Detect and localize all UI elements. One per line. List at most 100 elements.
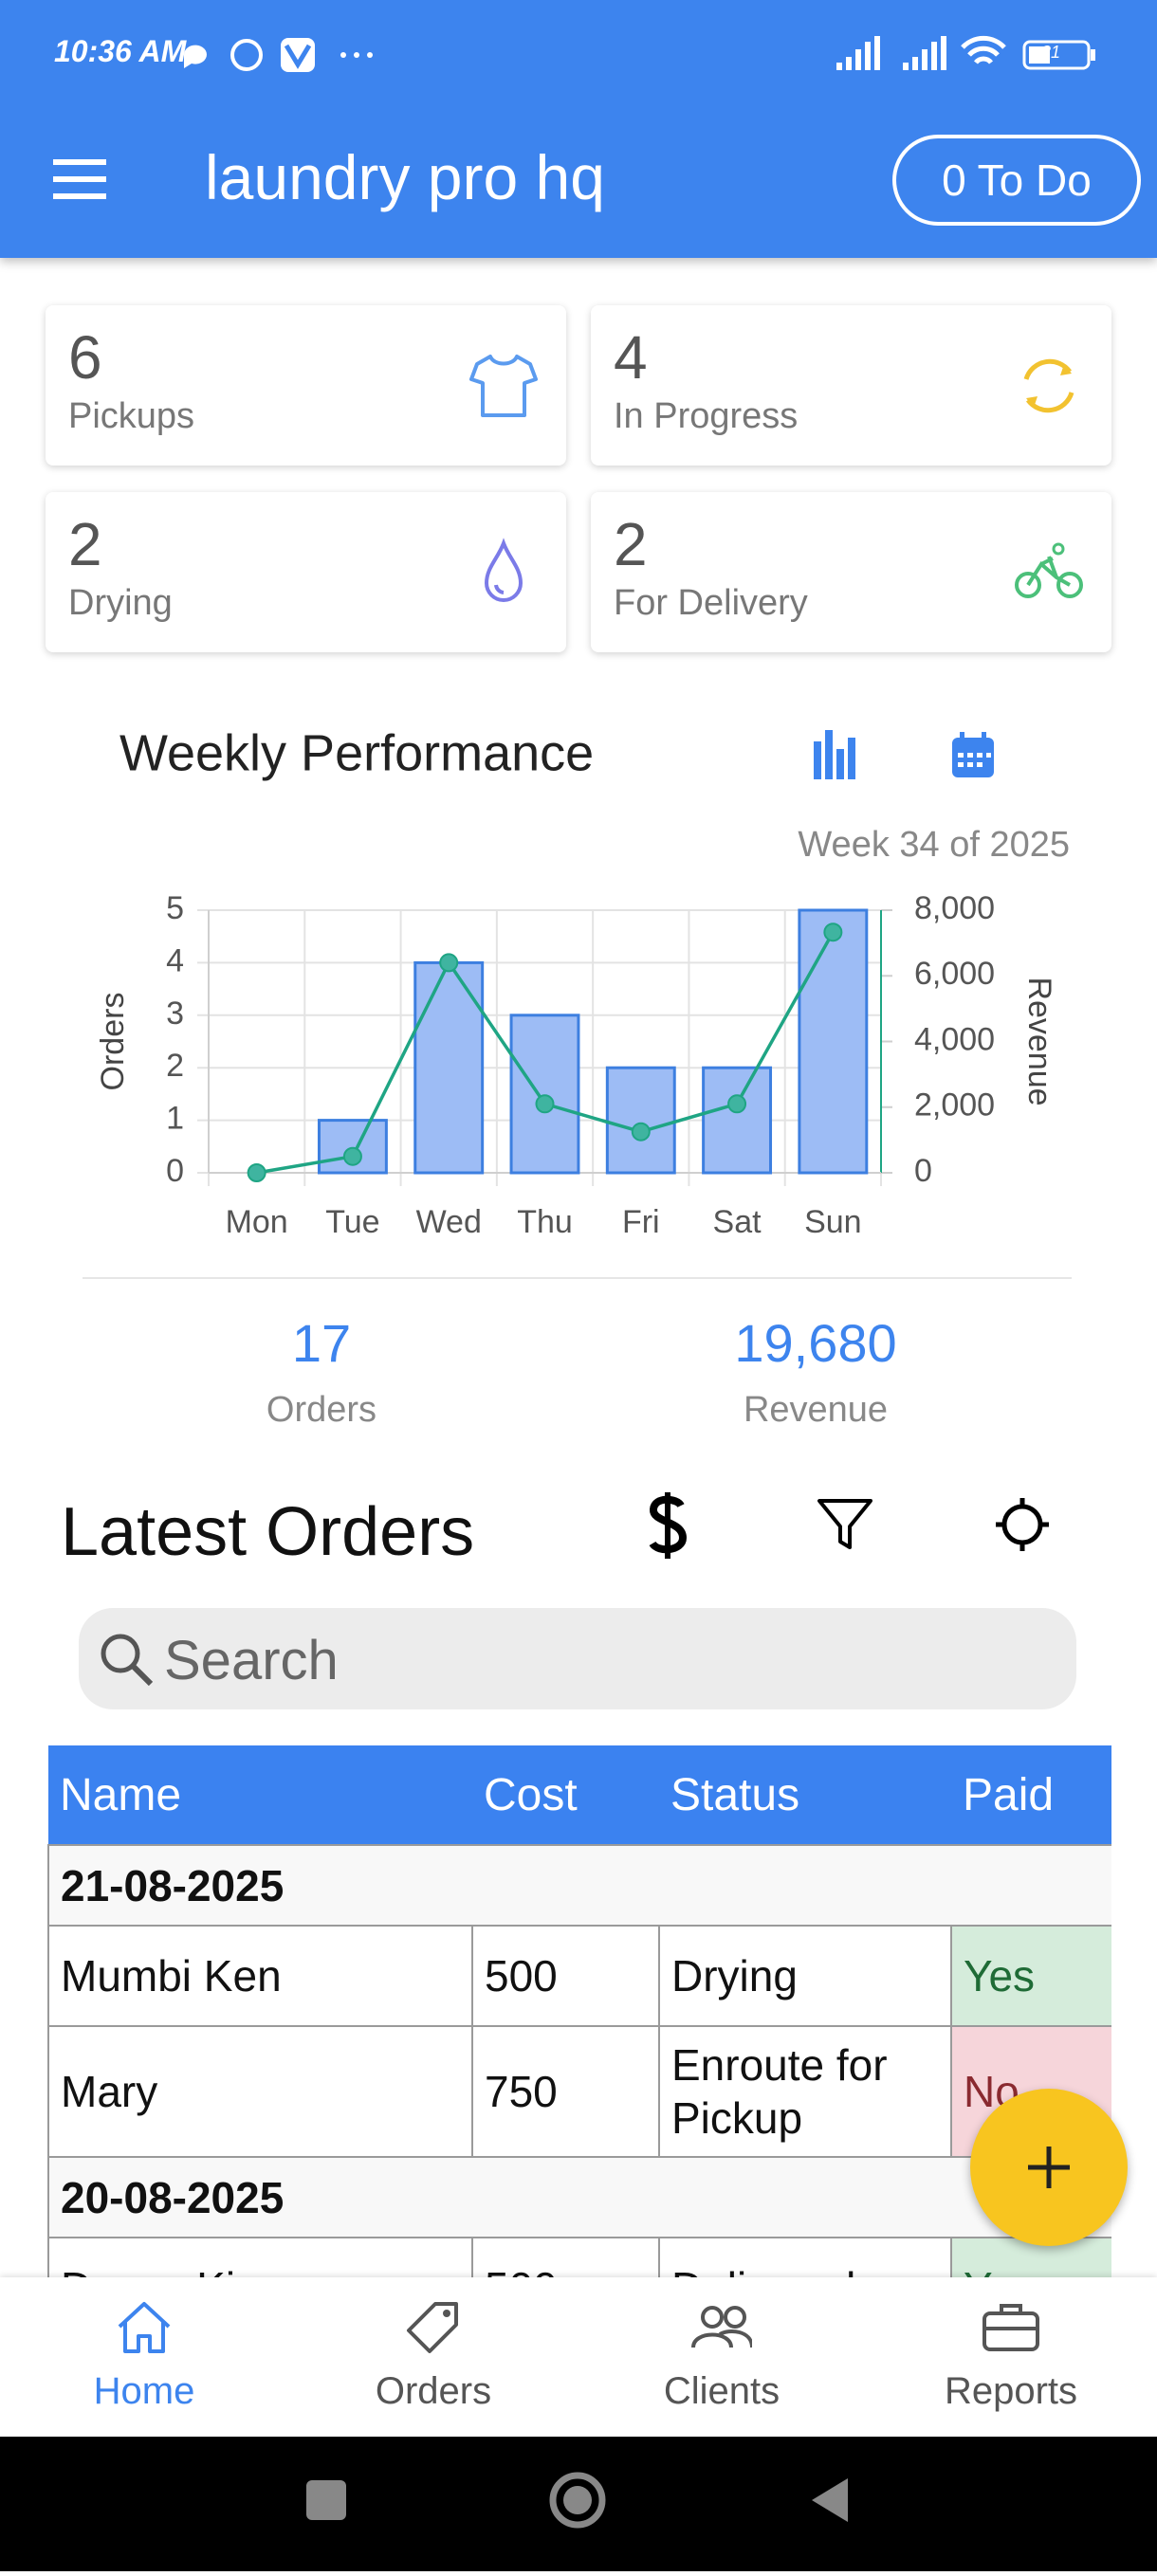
add-order-button[interactable] <box>970 2089 1128 2246</box>
order-cell: 500 <box>471 2237 660 2277</box>
y2-tick-label: 2,000 <box>914 1087 995 1124</box>
date-row: 21-08-2025 <box>47 1844 1111 1927</box>
stat-icon <box>484 538 523 602</box>
stat-icon <box>469 355 538 417</box>
stat-label: For Delivery <box>614 583 808 623</box>
calendar-button[interactable] <box>952 732 994 777</box>
nav-label[interactable]: Clients <box>663 2370 781 2412</box>
chart-type-button[interactable] <box>814 730 855 779</box>
line-point <box>342 1146 362 1166</box>
nav-icon[interactable] <box>691 2298 752 2357</box>
order-cell: 500 <box>471 1925 660 2027</box>
y-tick-label: 2 <box>166 1048 184 1084</box>
filter-button[interactable] <box>817 1498 873 1551</box>
line-point <box>439 953 459 973</box>
app-title: laundry pro hq <box>205 142 605 212</box>
stat-card[interactable]: 6 Pickups <box>46 305 566 466</box>
battery-level: 31 <box>1041 43 1061 62</box>
order-cell: Mary <box>47 2025 473 2158</box>
date-cell: 20-08-2025 <box>47 2156 1111 2238</box>
line-point <box>535 1094 555 1114</box>
stat-icon <box>1015 542 1083 598</box>
order-cell: Mumbi Ken <box>47 1925 473 2027</box>
nav-label[interactable]: Reports <box>944 2370 1078 2412</box>
stat-value: 2 <box>614 510 648 578</box>
orders-table-container: Name Cost Status Paid 21-08-2025 Mumbi Ken 50… <box>47 1745 1111 2277</box>
status-icons <box>183 38 373 72</box>
summary-value: 17 <box>291 1313 352 1373</box>
bar <box>509 1014 580 1175</box>
column-header: Cost <box>472 1745 659 1845</box>
summary-label: Revenue <box>743 1390 889 1430</box>
status-indicators <box>836 35 1095 70</box>
order-row[interactable]: Danvy Kirwa500DeliveredYes <box>47 2237 1111 2277</box>
stat-label: Drying <box>68 583 173 623</box>
orders-table: Name Cost Status Paid 21-08-2025 Mumbi Ken 50… <box>47 1745 1111 2277</box>
order-row[interactable]: Mary 750 Enroute for Pickup No <box>47 2025 1111 2158</box>
order-row[interactable]: Mumbi Ken 500 Drying Yes <box>47 1925 1111 2027</box>
x-tick-label: Sun <box>804 1204 862 1240</box>
y2-tick-label: 6,000 <box>914 956 995 992</box>
y2-tick-label: 8,000 <box>914 890 995 926</box>
locate-button[interactable] <box>996 1498 1049 1551</box>
search-box[interactable]: Search <box>79 1608 1076 1709</box>
menu-button[interactable] <box>53 159 106 199</box>
plus-icon <box>1028 2147 1070 2188</box>
stat-icon <box>1023 358 1074 413</box>
table-body: 21-08-2025 Mumbi Ken 500 Drying Yes Mary 750 En… <box>47 1844 1111 2277</box>
line-point <box>823 923 843 942</box>
order-cell: Yes <box>950 1925 1111 2027</box>
order-cell: Delivered <box>658 2237 952 2277</box>
home-button[interactable] <box>549 2472 606 2529</box>
stat-value: 4 <box>614 323 648 392</box>
y-tick-label: 4 <box>166 942 184 978</box>
stat-value: 2 <box>68 510 102 578</box>
line-point <box>631 1122 651 1142</box>
chart-subtitle: Week 34 of 2025 <box>798 825 1070 865</box>
date-cell: 21-08-2025 <box>47 1844 1111 1927</box>
order-cell: 750 <box>471 2025 660 2158</box>
nav-icon[interactable] <box>403 2298 464 2357</box>
system-navigation <box>0 2437 1157 2571</box>
system-buttons <box>306 2472 848 2529</box>
back-button[interactable] <box>812 2478 848 2522</box>
home-button-dot <box>563 2486 592 2514</box>
stat-label: In Progress <box>614 396 799 436</box>
stat-card[interactable]: 2 For Delivery <box>591 492 1111 652</box>
currency-button[interactable] <box>645 1490 692 1561</box>
nav-label[interactable]: Orders <box>375 2370 492 2412</box>
x-tick-label: Mon <box>226 1204 288 1240</box>
nav-label[interactable]: Home <box>93 2370 195 2412</box>
app-header: 10:36 AM 31 laundry pro hq 0 To Do <box>0 0 1157 258</box>
recents-button[interactable] <box>306 2480 346 2520</box>
column-header: Name <box>48 1745 472 1845</box>
order-cell: Danvy Kirwa <box>47 2237 473 2277</box>
nav-icon[interactable] <box>114 2298 174 2357</box>
x-tick-label: Sat <box>713 1204 762 1240</box>
y-tick-label: 1 <box>166 1101 184 1137</box>
search-icon <box>101 1634 154 1687</box>
y2-axis-title: Revenue <box>1021 977 1057 1105</box>
nav-icon[interactable] <box>981 2298 1041 2357</box>
stat-card[interactable]: 2 Drying <box>46 492 566 652</box>
chart-title: Weekly Performance <box>119 724 594 781</box>
y2-tick-label: 0 <box>914 1153 932 1189</box>
todo-button[interactable]: 0 To Do <box>892 135 1141 226</box>
x-tick-label: Tue <box>325 1204 379 1240</box>
stat-card[interactable]: 4 In Progress <box>591 305 1111 466</box>
status-time: 10:36 AM <box>54 34 187 68</box>
bar <box>605 1066 676 1175</box>
summary-value: 19,680 <box>734 1313 897 1373</box>
section-title: Latest Orders <box>61 1494 475 1570</box>
x-tick-label: Thu <box>517 1204 573 1240</box>
y-axis-title: Orders <box>95 993 131 1091</box>
bar <box>413 960 485 1175</box>
y-tick-label: 0 <box>166 1153 184 1189</box>
order-cell: Enroute for Pickup <box>658 2025 952 2158</box>
order-cell: Drying <box>658 1925 952 2027</box>
x-tick-label: Wed <box>416 1204 482 1240</box>
bar <box>798 908 869 1175</box>
column-header: Status <box>659 1745 951 1845</box>
bottom-navigation: Home Orders Clients Reports <box>0 2277 1157 2437</box>
